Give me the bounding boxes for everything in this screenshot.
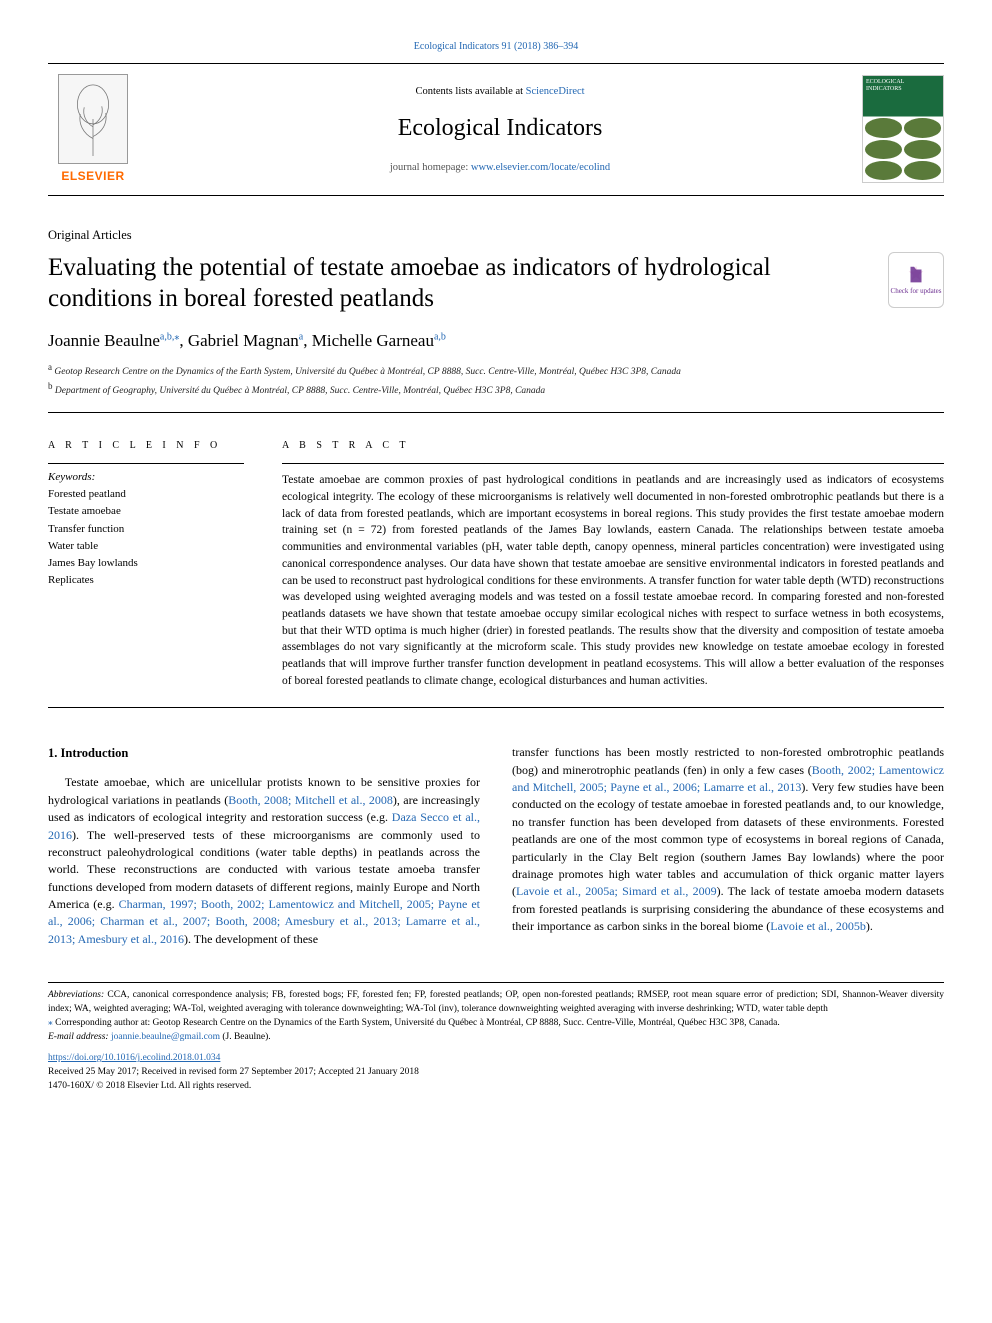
email-note: E-mail address: joannie.beaulne@gmail.co… bbox=[48, 1031, 944, 1045]
abstract-text: Testate amoebae are common proxies of pa… bbox=[282, 463, 944, 689]
author-name: Joannie Beaulne bbox=[48, 331, 160, 350]
check-updates-badge[interactable]: Check for updates bbox=[888, 252, 944, 308]
article-info-heading: A R T I C L E I N F O bbox=[48, 439, 244, 454]
body-columns: 1. Introduction Testate amoebae, which a… bbox=[48, 744, 944, 948]
keyword: Transfer function bbox=[48, 521, 244, 538]
affiliation-b: b Department of Geography, Université du… bbox=[48, 380, 944, 398]
journal-homepage: journal homepage: www.elsevier.com/locat… bbox=[158, 160, 842, 175]
doi-link[interactable]: https://doi.org/10.1016/j.ecolind.2018.0… bbox=[48, 1052, 944, 1066]
running-head: Ecological Indicators 91 (2018) 386–394 bbox=[48, 40, 944, 55]
author-name: Gabriel Magnan bbox=[188, 331, 299, 350]
cover-thumbnail: ECOLOGICAL INDICATORS bbox=[862, 75, 944, 183]
email-label: E-mail address: bbox=[48, 1032, 109, 1042]
paragraph: Testate amoebae, which are unicellular p… bbox=[48, 774, 480, 948]
divider bbox=[48, 707, 944, 708]
body-text: ). The development of these bbox=[184, 932, 318, 946]
affiliation-text: Department of Geography, Université du Q… bbox=[55, 386, 545, 396]
received-dates: Received 25 May 2017; Received in revise… bbox=[48, 1066, 944, 1080]
homepage-link[interactable]: www.elsevier.com/locate/ecolind bbox=[471, 162, 610, 173]
abstract-heading: A B S T R A C T bbox=[282, 439, 944, 454]
keyword: James Bay lowlands bbox=[48, 555, 244, 572]
author-marks: a,b bbox=[434, 331, 446, 342]
paper-title: Evaluating the potential of testate amoe… bbox=[48, 252, 868, 315]
publisher-block: ELSEVIER bbox=[48, 74, 138, 185]
email-link[interactable]: joannie.beaulne@gmail.com bbox=[111, 1032, 220, 1042]
body-text: ). Very few studies have been conducted … bbox=[512, 780, 944, 898]
author-2: Gabriel Magnana bbox=[188, 331, 303, 350]
corresponding-note: ⁎ Corresponding author at: Geotop Resear… bbox=[48, 1017, 944, 1031]
sciencedirect-link[interactable]: ScienceDirect bbox=[526, 86, 585, 97]
citation-link[interactable]: Lavoie et al., 2005b bbox=[770, 919, 866, 933]
citation-link[interactable]: Booth, 2008; Mitchell et al., 2008 bbox=[228, 793, 393, 807]
publisher-logo: ELSEVIER bbox=[61, 168, 124, 185]
abbr-text: CCA, canonical correspondence analysis; … bbox=[48, 990, 944, 1014]
keyword: Forested peatland bbox=[48, 486, 244, 503]
contents-prefix: Contents lists available at bbox=[415, 86, 525, 97]
article-type: Original Articles bbox=[48, 226, 944, 244]
corresponding-star-icon: ⁎ bbox=[174, 331, 179, 342]
body-text: ). bbox=[866, 919, 873, 933]
divider bbox=[48, 412, 944, 413]
cover-title: ECOLOGICAL INDICATORS bbox=[863, 76, 943, 116]
affiliation-a: a Geotop Research Centre on the Dynamics… bbox=[48, 361, 944, 379]
column-left: 1. Introduction Testate amoebae, which a… bbox=[48, 744, 480, 948]
author-name: Michelle Garneau bbox=[312, 331, 434, 350]
elsevier-tree-icon bbox=[58, 74, 128, 164]
email-suffix: (J. Beaulne). bbox=[220, 1032, 271, 1042]
author-marks: a bbox=[299, 331, 303, 342]
author-3: Michelle Garneaua,b bbox=[312, 331, 446, 350]
keywords-label: Keywords: bbox=[48, 463, 244, 486]
section-heading: 1. Introduction bbox=[48, 744, 480, 762]
corr-text: Corresponding author at: Geotop Research… bbox=[53, 1018, 780, 1028]
homepage-prefix: journal homepage: bbox=[390, 162, 471, 173]
author-1: Joannie Beaulnea,b,⁎ bbox=[48, 331, 179, 350]
keyword: Water table bbox=[48, 538, 244, 555]
keyword: Replicates bbox=[48, 572, 244, 589]
journal-name: Ecological Indicators bbox=[158, 111, 842, 146]
paragraph: transfer functions has been mostly restr… bbox=[512, 744, 944, 935]
copyright-line: 1470-160X/ © 2018 Elsevier Ltd. All righ… bbox=[48, 1080, 944, 1094]
abstract-block: A B S T R A C T Testate amoebae are comm… bbox=[282, 439, 944, 689]
abbr-label: Abbreviations: bbox=[48, 990, 104, 1000]
keyword: Testate amoebae bbox=[48, 503, 244, 520]
check-updates-label: Check for updates bbox=[891, 286, 942, 296]
authors-line: Joannie Beaulnea,b,⁎, Gabriel Magnana, M… bbox=[48, 329, 944, 354]
masthead: ELSEVIER Contents lists available at Sci… bbox=[48, 63, 944, 196]
author-marks: a,b, bbox=[160, 331, 174, 342]
affiliation-text: Geotop Research Centre on the Dynamics o… bbox=[54, 367, 681, 377]
abbreviations-note: Abbreviations: CCA, canonical correspond… bbox=[48, 989, 944, 1017]
article-info-block: A R T I C L E I N F O Keywords: Forested… bbox=[48, 439, 244, 689]
contents-available: Contents lists available at ScienceDirec… bbox=[158, 84, 842, 99]
masthead-center: Contents lists available at ScienceDirec… bbox=[158, 84, 842, 175]
footnotes: Abbreviations: CCA, canonical correspond… bbox=[48, 982, 944, 1093]
citation-link[interactable]: Lavoie et al., 2005a; Simard et al., 200… bbox=[516, 884, 717, 898]
column-right: transfer functions has been mostly restr… bbox=[512, 744, 944, 948]
